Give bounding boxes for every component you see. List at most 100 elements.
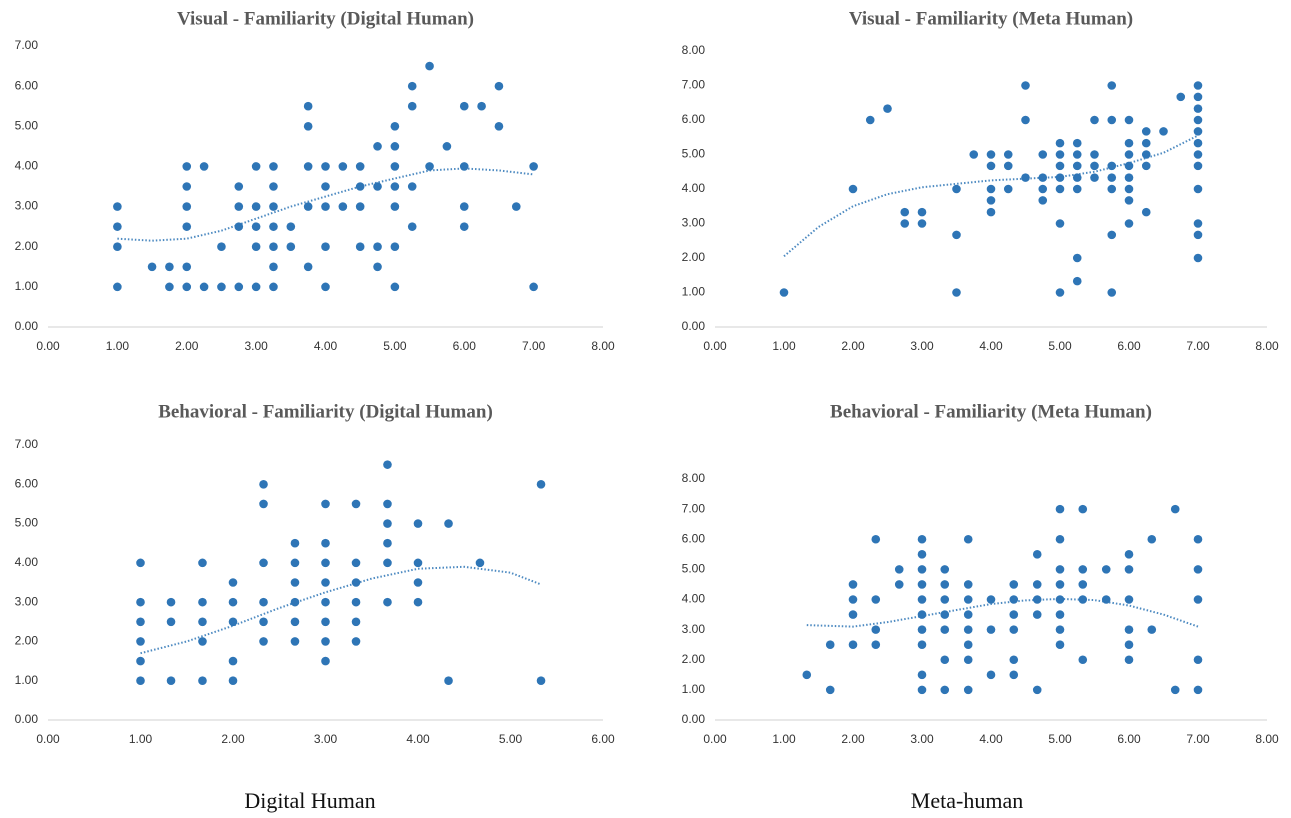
point	[1107, 161, 1117, 171]
point	[1032, 610, 1042, 619]
point	[321, 597, 330, 607]
y-tick-label: 8.00	[682, 43, 706, 57]
x-tick-label: 3.00	[314, 732, 338, 746]
y-tick-label: 8.00	[682, 471, 706, 485]
point	[1078, 655, 1088, 665]
point	[390, 182, 400, 191]
point	[952, 184, 961, 194]
point	[917, 625, 927, 634]
point	[351, 578, 361, 587]
point	[182, 182, 192, 191]
point	[413, 519, 423, 528]
point	[1124, 625, 1134, 634]
point	[825, 640, 835, 649]
point	[986, 625, 996, 634]
point	[1107, 81, 1117, 90]
point	[303, 101, 313, 111]
point	[251, 242, 261, 252]
x-tick-label: 2.00	[175, 339, 199, 353]
point	[269, 202, 278, 211]
point	[1021, 173, 1030, 182]
point	[894, 580, 904, 589]
point	[228, 617, 238, 627]
point	[1124, 595, 1134, 604]
point	[269, 162, 278, 171]
point	[290, 578, 300, 587]
point	[321, 202, 330, 211]
point	[917, 207, 927, 217]
point	[1107, 173, 1117, 182]
point	[1170, 504, 1180, 514]
point	[217, 282, 226, 292]
y-tick-label: 7.00	[15, 38, 39, 52]
point	[303, 262, 313, 272]
y-tick-label: 2.00	[15, 239, 39, 253]
point	[871, 595, 881, 604]
point	[1078, 504, 1088, 514]
point	[825, 685, 835, 695]
point	[1021, 115, 1030, 125]
point	[1021, 81, 1030, 90]
point	[1009, 610, 1019, 619]
x-tick-label: 3.00	[244, 339, 268, 353]
y-tick-label: 6.00	[682, 531, 706, 545]
point	[986, 207, 996, 217]
point	[286, 222, 296, 231]
chart-title: Behavioral - Familiarity (Digital Human)	[158, 401, 493, 422]
x-tick-label: 4.00	[979, 732, 1003, 746]
point	[269, 182, 278, 191]
x-tick-label: 4.00	[406, 732, 430, 746]
x-tick-label: 6.00	[453, 339, 477, 353]
x-tick-label: 0.00	[703, 732, 727, 746]
point	[940, 565, 950, 574]
point	[917, 595, 927, 604]
point	[1107, 288, 1117, 297]
point	[182, 262, 192, 272]
point	[390, 121, 400, 131]
point	[290, 637, 300, 646]
x-tick-label: 6.00	[591, 732, 615, 746]
point	[136, 637, 145, 646]
point	[351, 617, 361, 627]
point	[1078, 565, 1088, 574]
point	[351, 637, 361, 646]
point	[1055, 565, 1065, 574]
point	[1072, 138, 1082, 148]
point	[251, 202, 261, 211]
point	[1193, 685, 1203, 695]
x-tick-label: 6.00	[1117, 732, 1141, 746]
point	[234, 202, 244, 211]
point	[952, 230, 961, 240]
point	[425, 162, 434, 171]
point	[1055, 150, 1065, 159]
point	[1141, 127, 1151, 136]
point	[848, 595, 858, 604]
point	[113, 282, 122, 292]
point	[147, 262, 157, 272]
point	[269, 222, 278, 231]
point	[1124, 115, 1134, 125]
point	[986, 670, 996, 680]
x-tick-label: 1.00	[129, 732, 153, 746]
point	[234, 222, 244, 231]
point	[407, 101, 417, 111]
point	[136, 676, 145, 686]
point	[373, 182, 382, 191]
point	[259, 499, 268, 509]
point	[1009, 655, 1019, 665]
point	[198, 676, 207, 686]
point	[286, 242, 296, 252]
point	[1124, 196, 1134, 205]
point	[848, 184, 858, 194]
point	[917, 610, 927, 619]
point	[383, 558, 392, 568]
chart-title: Visual - Familiarity (Digital Human)	[177, 8, 474, 29]
point	[883, 104, 892, 113]
point	[321, 617, 330, 627]
point	[986, 184, 996, 194]
x-tick-label: 2.00	[841, 339, 865, 353]
point	[511, 202, 521, 211]
point	[1072, 184, 1082, 194]
point	[413, 597, 423, 607]
point	[1124, 138, 1134, 148]
